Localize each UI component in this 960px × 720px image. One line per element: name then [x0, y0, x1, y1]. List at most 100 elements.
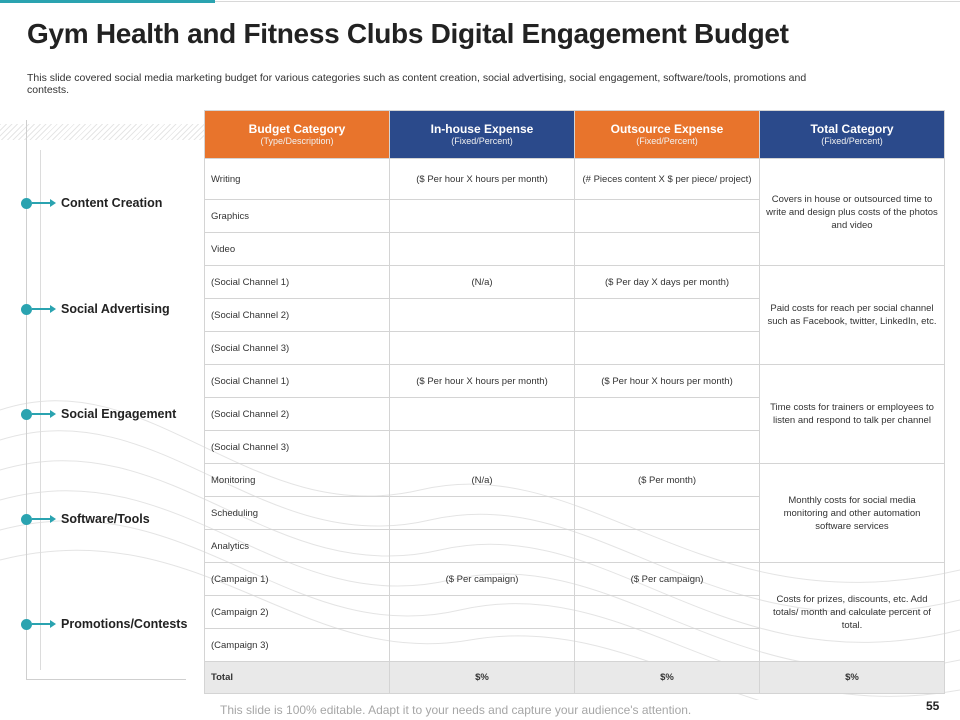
timeline-line-outer: [26, 120, 27, 680]
cell-inhouse: [389, 496, 575, 530]
header-title: Outsource Expense: [610, 121, 724, 136]
cell-inhouse: ($ Per hour X hours per month): [389, 364, 575, 398]
cell-inhouse: [389, 397, 575, 431]
connector-line: [32, 623, 50, 625]
table-row: (Social Channel 2): [204, 397, 945, 431]
cell-total-total: $%: [759, 661, 945, 694]
header-title: In-house Expense: [430, 121, 534, 136]
table-row: Monitoring (N/a) ($ Per month) Monthly c…: [204, 463, 945, 563]
cell-item: (Social Channel 1): [204, 364, 390, 398]
arrow-right-icon: [50, 620, 56, 628]
cell-outsource: [574, 529, 760, 563]
cell-inhouse: [389, 232, 575, 266]
cell-inhouse: [389, 199, 575, 233]
table-header-row: Budget Category (Type/Description) In-ho…: [204, 110, 945, 159]
bullet-dot-icon: [21, 197, 32, 209]
table-row: (Social Channel 1) ($ Per hour X hours p…: [204, 364, 945, 464]
cell-outsource: [574, 430, 760, 464]
footer-note: This slide is 100% editable. Adapt it to…: [220, 703, 692, 717]
cell-outsource: [574, 298, 760, 332]
arrow-right-icon: [50, 305, 56, 313]
cell-total-label: Total: [204, 661, 390, 694]
header-inhouse-expense: In-house Expense (Fixed/Percent): [389, 110, 575, 159]
cell-inhouse: [389, 595, 575, 629]
header-subtitle: (Type/Description): [260, 135, 334, 146]
cell-outsource: (# Pieces content X $ per piece/ project…: [574, 158, 760, 200]
cell-total-note: Covers in house or outsourced time to wr…: [759, 158, 945, 266]
header-outsource-expense: Outsource Expense (Fixed/Percent): [574, 110, 760, 159]
cell-outsource: [574, 199, 760, 233]
connector-line: [32, 413, 50, 415]
cell-item: Analytics: [204, 529, 390, 563]
cell-outsource: ($ Per campaign): [574, 562, 760, 596]
timeline-base-line: [26, 679, 186, 680]
cell-total-note: Paid costs for reach per social channel …: [759, 265, 945, 365]
table-total-row: Total $% $% $%: [204, 661, 945, 694]
header-title: Total Category: [810, 121, 894, 136]
table-row: Scheduling: [204, 496, 945, 530]
category-software-tools: Software/Tools: [21, 512, 150, 526]
page-number: 55: [926, 699, 940, 713]
cell-outsource: [574, 628, 760, 662]
table-row: (Social Channel 1) (N/a) ($ Per day X da…: [204, 265, 945, 365]
cell-total-outsource: $%: [574, 661, 760, 694]
arrow-right-icon: [50, 199, 56, 207]
cell-item: (Social Channel 1): [204, 265, 390, 299]
table-row: (Social Channel 3): [204, 430, 945, 464]
slide-subtitle: This slide covered social media marketin…: [27, 72, 807, 96]
cell-outsource: ($ Per month): [574, 463, 760, 497]
cell-total-note: Time costs for trainers or employees to …: [759, 364, 945, 464]
header-subtitle: (Fixed/Percent): [451, 135, 513, 146]
top-accent-bar: [0, 0, 215, 3]
cell-item: Graphics: [204, 199, 390, 233]
arrow-right-icon: [50, 515, 56, 523]
arrow-right-icon: [50, 410, 56, 418]
bullet-dot-icon: [21, 618, 32, 630]
cell-inhouse: [389, 331, 575, 365]
cell-inhouse: (N/a): [389, 265, 575, 299]
bullet-dot-icon: [21, 513, 32, 525]
cell-outsource: ($ Per hour X hours per month): [574, 364, 760, 398]
header-total-category: Total Category (Fixed/Percent): [759, 110, 945, 159]
connector-line: [32, 202, 50, 204]
cell-outsource: [574, 397, 760, 431]
cell-inhouse: [389, 628, 575, 662]
cell-inhouse: [389, 430, 575, 464]
cell-item: Video: [204, 232, 390, 266]
cell-item: (Social Channel 3): [204, 430, 390, 464]
table-row: (Campaign 1) ($ Per campaign) ($ Per cam…: [204, 562, 945, 662]
cell-item: Writing: [204, 158, 390, 200]
table-row: (Campaign 2): [204, 595, 945, 629]
cell-item: (Social Channel 2): [204, 298, 390, 332]
top-rule: [215, 1, 960, 2]
cell-outsource: [574, 232, 760, 266]
category-social-engagement: Social Engagement: [21, 407, 176, 421]
category-promotions-contests: Promotions/Contests: [21, 617, 187, 631]
cell-outsource: ($ Per day X days per month): [574, 265, 760, 299]
cell-inhouse: [389, 298, 575, 332]
cell-inhouse: ($ Per campaign): [389, 562, 575, 596]
connector-line: [32, 308, 50, 310]
cell-inhouse: ($ Per hour X hours per month): [389, 158, 575, 200]
header-title: Budget Category: [248, 121, 346, 136]
cell-item: (Campaign 2): [204, 595, 390, 629]
table-row: Analytics: [204, 529, 945, 563]
cell-item: (Campaign 1): [204, 562, 390, 596]
cell-outsource: [574, 331, 760, 365]
cell-item: (Campaign 3): [204, 628, 390, 662]
header-subtitle: (Fixed/Percent): [636, 135, 698, 146]
cell-outsource: [574, 496, 760, 530]
cell-total-inhouse: $%: [389, 661, 575, 694]
slide-title: Gym Health and Fitness Clubs Digital Eng…: [27, 18, 789, 49]
table-row: (Campaign 3): [204, 628, 945, 662]
cell-item: Scheduling: [204, 496, 390, 530]
category-label: Promotions/Contests: [61, 617, 188, 631]
table-row: (Social Channel 2): [204, 298, 945, 332]
category-label: Social Engagement: [61, 407, 177, 421]
table-row: (Social Channel 3): [204, 331, 945, 365]
category-label: Social Advertising: [61, 302, 170, 316]
table-row: Graphics: [204, 199, 945, 233]
cell-outsource: [574, 595, 760, 629]
cell-total-note: Monthly costs for social media monitorin…: [759, 463, 945, 563]
table-row: Writing ($ Per hour X hours per month) (…: [204, 158, 945, 266]
